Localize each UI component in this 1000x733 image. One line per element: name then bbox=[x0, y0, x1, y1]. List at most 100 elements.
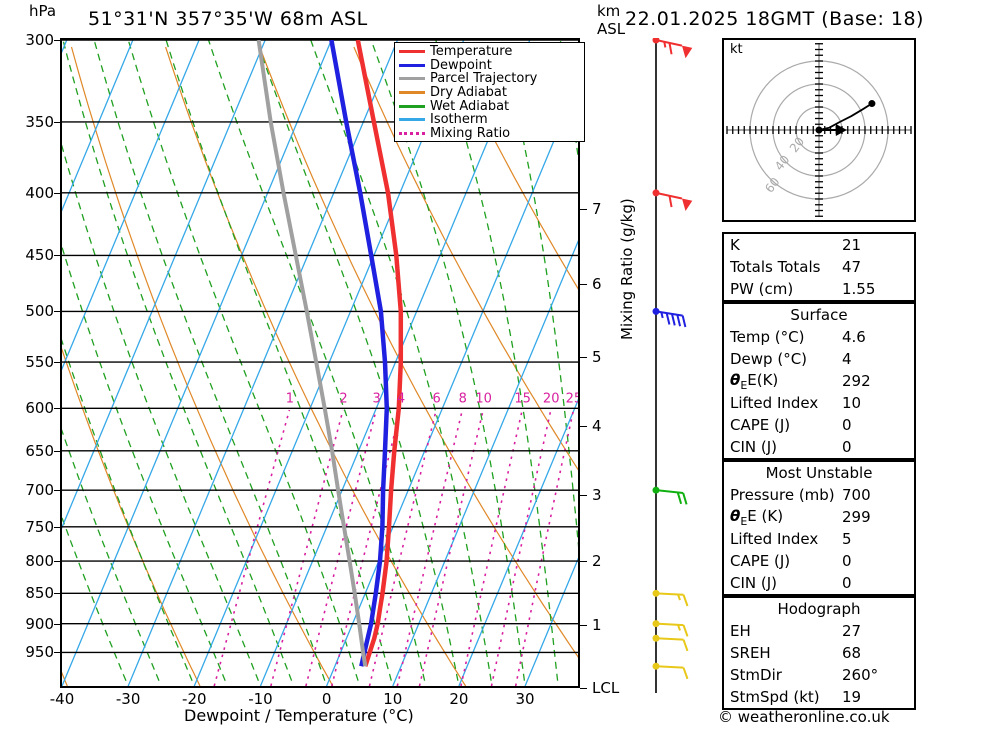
pressure-tick-label: 650 bbox=[25, 441, 54, 460]
pressure-tick-label: 550 bbox=[25, 353, 54, 372]
data-row: Dewp (°C) 4 bbox=[724, 348, 914, 370]
skewt-diagram[interactable]: 1 2 3 4 6 8 10 15 20 25 bbox=[60, 38, 580, 688]
station-title: 51°31'N 357°35'W 68m ASL bbox=[88, 8, 368, 30]
data-key: CAPE (J) bbox=[730, 552, 791, 570]
legend-item: Isotherm bbox=[399, 113, 584, 127]
pressure-tick-label: 400 bbox=[25, 183, 54, 202]
pressure-unit-label: hPa bbox=[29, 2, 57, 20]
data-key: Pressure (mb) bbox=[730, 486, 835, 504]
data-row: EH 27 bbox=[724, 620, 914, 642]
data-value: 700 bbox=[842, 486, 871, 504]
wind-barb-canvas bbox=[652, 36, 693, 693]
most-unstable-parcel-panel: Most Unstable Pressure (mb) 700 θEE (K) 299 L… bbox=[722, 460, 916, 596]
height-tick bbox=[580, 208, 587, 210]
pressure-tick-label: 500 bbox=[25, 302, 54, 321]
lcl-label: LCL bbox=[592, 679, 620, 697]
hodograph-ring-label: 40 bbox=[772, 153, 792, 174]
wind-barb bbox=[652, 620, 689, 637]
date-title: 22.01.2025 18GMT (Base: 18) bbox=[625, 8, 924, 30]
legend-label: Dewpoint bbox=[430, 57, 492, 73]
legend-swatch-icon bbox=[399, 63, 425, 67]
data-value: 10 bbox=[842, 394, 862, 412]
pressure-tick-label: 700 bbox=[25, 481, 54, 500]
data-key: SREH bbox=[730, 644, 771, 662]
data-key: Dewp (°C) bbox=[730, 350, 808, 368]
data-value: 4.6 bbox=[842, 328, 866, 346]
pressure-tick-label: 950 bbox=[25, 643, 54, 662]
mixing-ratio-label: 3 bbox=[372, 391, 380, 406]
legend-swatch-icon bbox=[399, 50, 425, 54]
data-row: Totals Totals 47 bbox=[724, 256, 914, 278]
pressure-tick-label: 300 bbox=[25, 31, 54, 49]
hodograph-unit-label: kt bbox=[730, 42, 743, 57]
data-value: 5 bbox=[842, 530, 852, 548]
wind-barb bbox=[652, 662, 689, 680]
pressure-tick-label: 900 bbox=[25, 614, 54, 633]
data-value: 0 bbox=[842, 438, 852, 456]
data-row: Lifted Index 10 bbox=[724, 392, 914, 414]
data-value: 0 bbox=[842, 552, 852, 570]
data-key: StmDir bbox=[730, 666, 782, 684]
data-row: SREH 68 bbox=[724, 642, 914, 664]
legend-label: Wet Adiabat bbox=[430, 98, 510, 114]
pressure-tick bbox=[54, 255, 62, 257]
hodograph-plot[interactable]: kt 20 40 60 bbox=[722, 37, 916, 223]
legend-item: Parcel Trajectory bbox=[399, 72, 584, 86]
data-row: StmSpd (kt) 19 bbox=[724, 686, 914, 708]
wind-barb bbox=[652, 486, 688, 505]
copyright-notice: © weatheronline.co.uk bbox=[718, 708, 890, 726]
data-key: StmSpd (kt) bbox=[730, 688, 820, 706]
lcl-tick bbox=[580, 688, 587, 689]
height-tick bbox=[580, 357, 587, 359]
pressure-tick bbox=[54, 408, 62, 410]
height-tick bbox=[580, 561, 587, 563]
pressure-tick bbox=[54, 121, 62, 123]
data-row: K 21 bbox=[724, 234, 914, 256]
stability-indices-panel: K 21 Totals Totals 47 PW (cm) 1.55 bbox=[722, 232, 916, 302]
height-tick-label: 5 bbox=[592, 348, 602, 367]
data-value: 260° bbox=[842, 666, 879, 684]
mixing-ratio-label: 15 bbox=[514, 391, 531, 406]
data-row: StmDir 260° bbox=[724, 664, 914, 686]
pressure-tick bbox=[54, 311, 62, 313]
data-row: Lifted Index 5 bbox=[724, 528, 914, 550]
temperature-tick-label: -30 bbox=[115, 690, 141, 708]
data-row: θEE(K) 292 bbox=[724, 370, 914, 392]
pressure-tick bbox=[54, 40, 62, 41]
pressure-tick bbox=[54, 526, 62, 528]
legend: Temperature Dewpoint Parcel Trajectory Dry … bbox=[394, 42, 585, 142]
mixing-ratio-label: 6 bbox=[432, 391, 440, 406]
data-value: 68 bbox=[842, 644, 862, 662]
temperature-tick-label: -40 bbox=[49, 690, 75, 708]
temperature-tick-label: 20 bbox=[449, 690, 469, 708]
wind-barb bbox=[652, 189, 693, 212]
temperature-tick-label: 0 bbox=[321, 690, 332, 708]
panel-title: Hodograph bbox=[777, 600, 861, 618]
legend-swatch-icon bbox=[399, 131, 425, 135]
pressure-tick bbox=[54, 593, 62, 595]
surface-parcel-panel: Surface Temp (°C) 4.6 Dewp (°C) 4 θEE(K) 292 Li… bbox=[722, 302, 916, 460]
legend-swatch-icon bbox=[399, 104, 425, 108]
hodograph-ring-label: 60 bbox=[762, 175, 782, 196]
data-row: θEE (K) 299 bbox=[724, 506, 914, 528]
data-key: PW (cm) bbox=[730, 280, 794, 298]
data-value: 27 bbox=[842, 622, 862, 640]
panel-title: Most Unstable bbox=[765, 464, 873, 482]
temperature-tick-label: -20 bbox=[182, 690, 207, 708]
wind-barb bbox=[652, 589, 689, 607]
height-tick-label: 7 bbox=[592, 199, 602, 218]
pressure-tick-label: 600 bbox=[25, 399, 54, 418]
pressure-tick-label: 350 bbox=[25, 112, 54, 131]
height-tick-label: 1 bbox=[592, 615, 602, 634]
hodograph-stats-panel: Hodograph EH 27 SREH 68 StmDir 260° StmSpd (kt)… bbox=[722, 596, 916, 710]
height-tick bbox=[580, 284, 587, 286]
mixing-ratio-label: 1 bbox=[286, 391, 294, 406]
pressure-tick-label: 800 bbox=[25, 552, 54, 571]
hodograph-endpoint bbox=[868, 100, 876, 108]
data-key: EH bbox=[730, 622, 751, 640]
pressure-tick bbox=[54, 450, 62, 452]
height-tick bbox=[580, 494, 587, 496]
storm-motion-arrow-icon bbox=[835, 124, 847, 136]
pressure-tick bbox=[54, 192, 62, 194]
